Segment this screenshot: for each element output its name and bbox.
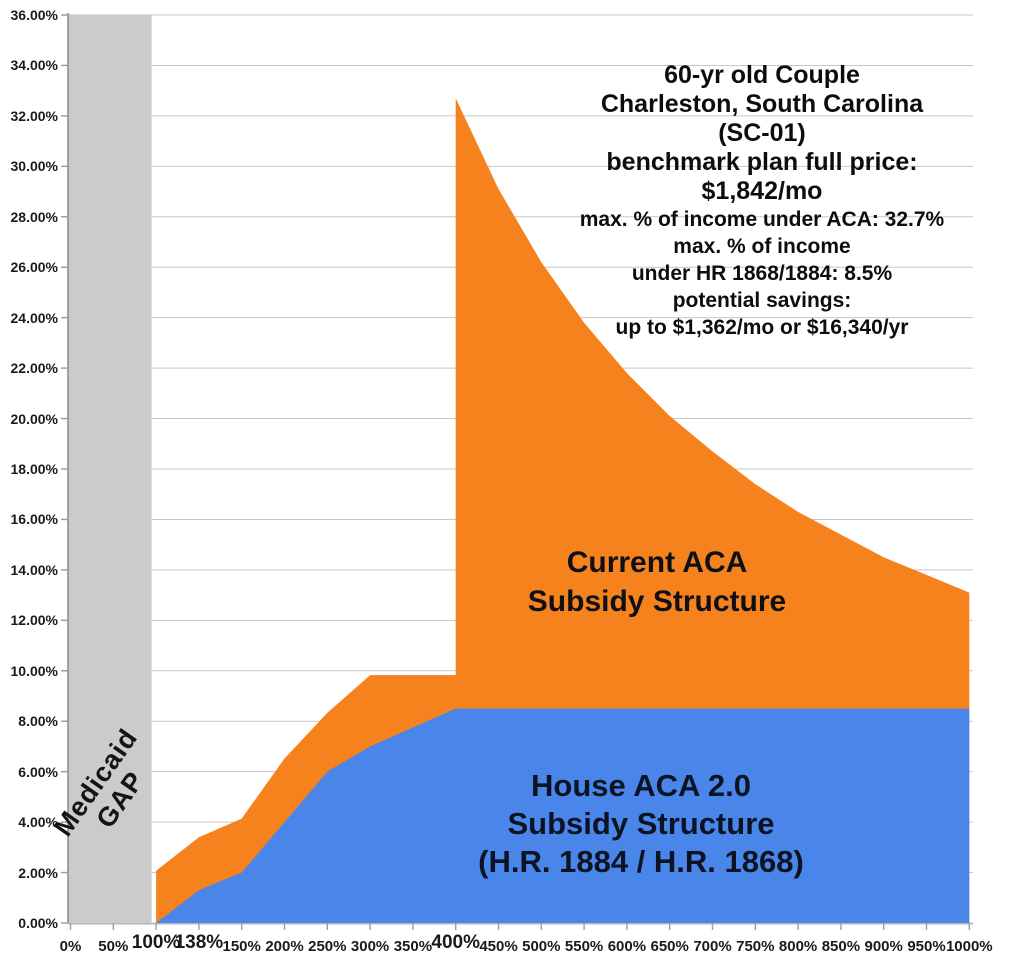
x-axis-tick-label: 700% — [693, 938, 732, 955]
x-axis-tick-label: 650% — [650, 938, 689, 955]
y-axis-tick-label: 6.00% — [18, 763, 58, 780]
x-axis-tick-label: 200% — [265, 938, 304, 955]
y-axis-tick-label: 22.00% — [10, 360, 58, 377]
annotation-line-savings-1: potential savings: — [672, 289, 852, 312]
annotation-line-hr-max-1: max. % of income — [673, 235, 851, 258]
aca-area-label-line1: Current ACA — [566, 546, 748, 579]
x-axis-tick-label: 150% — [222, 938, 261, 955]
y-axis-tick-label: 20.00% — [10, 410, 58, 427]
y-axis-tick-label: 30.00% — [10, 158, 58, 175]
y-axis-tick-label: 0.00% — [18, 915, 58, 931]
x-axis-tick-label: 600% — [607, 938, 647, 955]
y-axis-tick-label: 14.00% — [10, 561, 58, 578]
y-axis-tick-label: 34.00% — [10, 57, 58, 74]
y-axis-tick-label: 2.00% — [18, 864, 58, 881]
y-axis-tick-label: 18.00% — [10, 461, 58, 477]
annotation-line-price: $1,842/mo — [701, 177, 823, 205]
annotation-line-aca-max: max. % of income under ACA: 32.7% — [579, 208, 945, 231]
y-axis-tick-label: 24.00% — [10, 309, 58, 326]
annotation-line-district: (SC-01) — [718, 119, 806, 147]
x-axis-tick-label: 800% — [778, 938, 818, 955]
y-axis-tick-label: 36.00% — [10, 7, 58, 23]
x-axis-tick-label: 1000% — [945, 938, 993, 955]
x-axis-tick-label: 900% — [864, 938, 903, 955]
annotation-details: max. % of income under ACA: 32.7% max. %… — [532, 206, 992, 341]
chart-annotation: 60-yr old Couple Charleston, South Carol… — [532, 61, 992, 341]
annotation-heading: 60-yr old Couple Charleston, South Carol… — [532, 61, 992, 206]
y-axis-tick-label: 26.00% — [10, 259, 58, 276]
x-axis-tick-label: 450% — [479, 938, 518, 955]
house-area-shape — [156, 708, 970, 923]
x-axis-tick-label: 550% — [564, 938, 604, 955]
x-axis-tick-label: 750% — [736, 938, 775, 955]
annotation-line-couple: 60-yr old Couple — [664, 61, 860, 89]
aca-area-label-line2: Subsidy Structure — [527, 585, 787, 618]
y-axis-tick-label: 4.00% — [18, 814, 58, 831]
y-axis-tick-label: 8.00% — [18, 713, 58, 730]
x-axis-tick-label: 100% — [131, 932, 181, 953]
house-area-label-line3: (H.R. 1884 / H.R. 1868) — [478, 844, 804, 879]
x-axis-tick-label: 300% — [350, 938, 390, 955]
x-axis-tick-label: 400% — [431, 932, 480, 953]
x-axis-tick-label: 138% — [174, 932, 224, 953]
y-axis-tick-label: 16.00% — [10, 511, 58, 528]
x-axis-tick-label: 950% — [907, 938, 946, 955]
annotation-line-benchmark: benchmark plan full price: — [606, 148, 918, 176]
y-axis-tick-label: 10.00% — [10, 662, 58, 679]
x-axis-tick-label: 350% — [393, 938, 433, 955]
house-area-label-line2: Subsidy Structure — [507, 806, 775, 841]
annotation-line-savings-2: up to $1,362/mo or $16,340/yr — [615, 316, 909, 339]
house-area-label-line1: House ACA 2.0 — [531, 768, 751, 803]
y-axis-tick-label: 32.00% — [10, 107, 58, 124]
x-axis-tick-label: 0% — [59, 938, 82, 955]
y-axis-tick-label: 12.00% — [10, 612, 58, 629]
x-axis-tick-label: 850% — [821, 938, 861, 955]
house-area-label: House ACA 2.0 Subsidy Structure (H.R. 18… — [421, 767, 861, 881]
x-axis-tick-label: 50% — [98, 938, 129, 955]
x-axis-tick-label: 250% — [308, 938, 347, 955]
medicaid-gap-band — [68, 15, 152, 923]
aca-area-label: Current ACA Subsidy Structure — [457, 543, 857, 621]
y-axis-tick-label: 28.00% — [10, 208, 58, 225]
annotation-line-hr-max-2: under HR 1868/1884: 8.5% — [631, 262, 893, 285]
annotation-line-city: Charleston, South Carolina — [600, 90, 924, 118]
x-axis-tick-label: 500% — [522, 938, 561, 955]
